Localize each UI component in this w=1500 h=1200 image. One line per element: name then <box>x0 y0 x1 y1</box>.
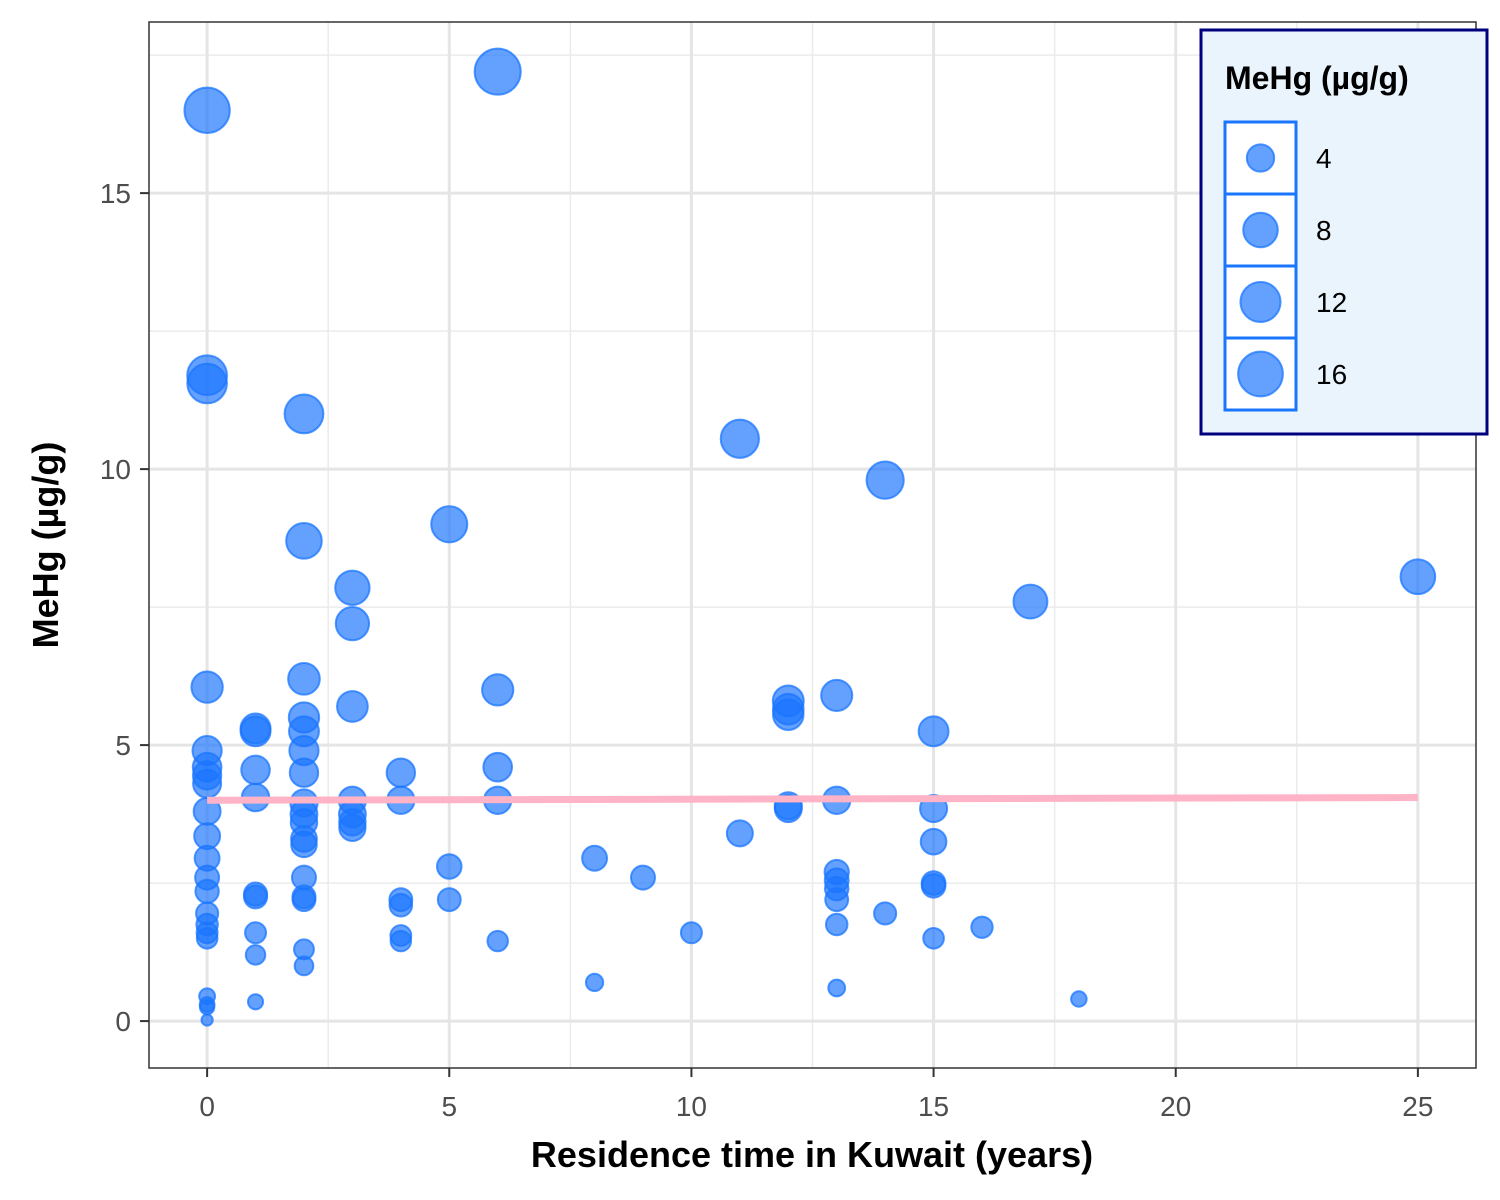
data-point <box>186 362 228 405</box>
data-point <box>285 522 323 560</box>
legend-key-circle <box>1242 211 1279 249</box>
data-point <box>919 827 948 856</box>
data-point <box>200 1013 214 1027</box>
data-point <box>195 926 219 950</box>
data-point <box>198 999 216 1016</box>
data-point <box>246 993 265 1011</box>
data-point <box>920 873 947 899</box>
data-point <box>486 929 509 953</box>
data-point <box>190 670 224 704</box>
data-point <box>725 819 754 848</box>
data-point <box>240 754 271 786</box>
data-point <box>385 757 417 788</box>
data-point <box>481 673 515 707</box>
legend-key-label: 4 <box>1316 143 1332 174</box>
data-point <box>629 864 656 891</box>
data-point <box>820 678 854 712</box>
legend-key-label: 12 <box>1316 287 1347 318</box>
data-point <box>244 921 268 945</box>
x-tick-label: 5 <box>441 1091 457 1122</box>
data-point <box>824 887 850 913</box>
data-point <box>192 768 223 799</box>
legend-key-circle <box>1237 350 1284 398</box>
data-point <box>389 929 413 953</box>
y-tick-label: 10 <box>100 454 131 485</box>
data-point <box>334 569 371 606</box>
data-point <box>824 912 849 937</box>
y-tick-label: 5 <box>115 730 131 761</box>
data-point <box>873 901 898 926</box>
data-point <box>338 813 367 843</box>
data-point <box>388 892 414 918</box>
data-point <box>430 505 469 544</box>
legend-key-label: 16 <box>1316 359 1347 390</box>
data-point <box>290 830 318 859</box>
legend-title: MeHg (µg/g) <box>1225 60 1409 96</box>
minor-gridlines <box>149 22 1476 1068</box>
data-point <box>288 757 320 788</box>
data-point <box>244 944 267 966</box>
x-tick-label: 10 <box>676 1091 707 1122</box>
trend-line-layer <box>207 794 1418 804</box>
data-point <box>581 844 609 872</box>
data-point <box>287 662 321 696</box>
data-point <box>584 972 605 993</box>
data-point <box>283 393 325 435</box>
data-point <box>865 460 905 500</box>
y-tick-labels: 0 5 10 15 <box>100 178 131 1037</box>
data-point <box>436 887 462 913</box>
data-point <box>970 915 994 939</box>
data-point <box>243 884 269 910</box>
y-axis-title: MeHg (µg/g) <box>25 442 66 649</box>
legend-items: 4 8 12 16 <box>1223 120 1347 412</box>
data-point <box>482 751 514 783</box>
data-point <box>239 715 272 748</box>
data-point <box>679 921 703 945</box>
x-tick-label: 15 <box>918 1091 949 1122</box>
axis-ticks <box>140 192 1419 1077</box>
data-point <box>336 690 369 723</box>
data-point <box>291 887 317 913</box>
data-point <box>334 606 371 642</box>
data-point <box>1399 558 1437 596</box>
x-tick-labels: 0 5 10 15 20 25 <box>199 1091 1433 1122</box>
plot-panel-border <box>148 21 1477 1069</box>
data-point <box>917 715 950 748</box>
data-point <box>436 853 463 880</box>
data-point <box>293 955 315 977</box>
data-point <box>1070 990 1088 1008</box>
data-point <box>194 878 220 905</box>
legend-key-circle <box>1245 143 1276 173</box>
x-tick-label: 0 <box>199 1091 215 1122</box>
data-point <box>473 47 522 96</box>
y-tick-label: 0 <box>115 1006 131 1037</box>
data-points <box>183 47 1437 1027</box>
data-point <box>772 698 805 731</box>
data-point <box>719 418 760 459</box>
y-tick-label: 15 <box>100 178 131 209</box>
trend-line <box>207 794 1418 804</box>
legend-key-circle <box>1239 280 1282 324</box>
x-tick-label: 20 <box>1160 1091 1191 1122</box>
data-point <box>183 86 231 134</box>
legend-key-label: 8 <box>1316 215 1332 246</box>
x-axis-title: Residence time in Kuwait (years) <box>531 1134 1093 1175</box>
data-point <box>827 978 847 998</box>
size-legend: MeHg (µg/g) 4 8 12 16 <box>1199 28 1489 436</box>
x-tick-label: 25 <box>1402 1091 1433 1122</box>
data-point <box>1012 583 1049 620</box>
data-point <box>922 926 945 950</box>
